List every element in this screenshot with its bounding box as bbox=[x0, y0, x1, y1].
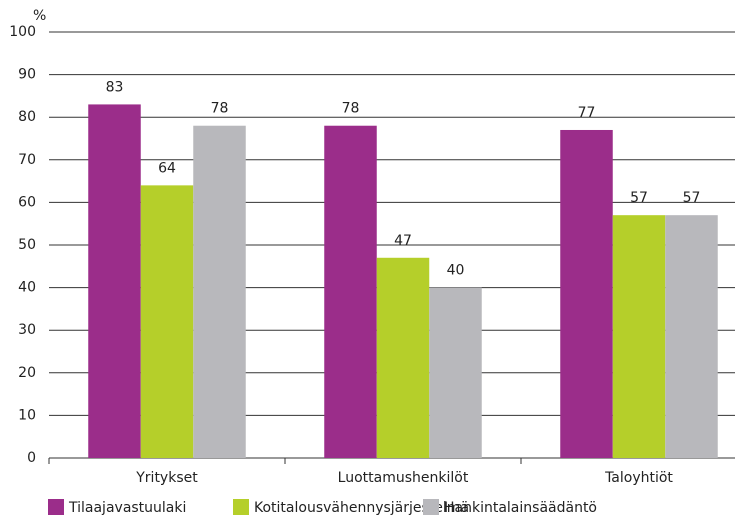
y-tick-label: 90 bbox=[18, 67, 36, 83]
value-label: 57 bbox=[683, 190, 701, 206]
bar bbox=[665, 215, 718, 458]
bar bbox=[324, 125, 377, 458]
value-label: 78 bbox=[211, 101, 229, 117]
y-tick-label: 10 bbox=[18, 407, 36, 423]
bar bbox=[560, 129, 613, 459]
value-label: 78 bbox=[342, 101, 360, 117]
legend-swatch bbox=[48, 499, 64, 515]
y-tick-label: 60 bbox=[18, 194, 36, 210]
legend-label: Tilaajavastuulaki bbox=[68, 500, 186, 516]
bar bbox=[193, 125, 246, 458]
value-label: 57 bbox=[630, 190, 648, 206]
y-tick-label: 70 bbox=[18, 152, 36, 168]
x-tick-label: Yritykset bbox=[135, 470, 198, 486]
value-label: 64 bbox=[158, 160, 176, 176]
bar bbox=[140, 185, 194, 459]
y-tick-label: 50 bbox=[18, 237, 36, 253]
x-tick-label: Luottamushenkilöt bbox=[338, 470, 469, 486]
y-tick-label: 100 bbox=[9, 24, 36, 40]
legend-swatch bbox=[423, 499, 439, 515]
bar bbox=[88, 104, 141, 459]
value-label: 47 bbox=[394, 233, 412, 249]
y-tick-label: 30 bbox=[18, 322, 36, 338]
bar bbox=[376, 257, 430, 458]
y-tick-label: 40 bbox=[18, 280, 36, 296]
legend-swatch bbox=[233, 499, 249, 515]
bar bbox=[612, 215, 666, 458]
x-tick-label: Taloyhtiöt bbox=[604, 470, 673, 486]
y-axis-label: % bbox=[33, 8, 46, 24]
value-label: 77 bbox=[578, 105, 596, 121]
y-tick-label: 0 bbox=[27, 450, 36, 466]
value-label: 83 bbox=[106, 79, 124, 95]
bar bbox=[429, 287, 482, 458]
y-tick-label: 80 bbox=[18, 109, 36, 125]
legend-label: Hankintalainsäädäntö bbox=[444, 500, 597, 516]
y-tick-label: 20 bbox=[18, 365, 36, 381]
value-label: 40 bbox=[447, 263, 465, 279]
legend-label: Kotitalousvähennysjärjestelmä bbox=[254, 500, 469, 516]
